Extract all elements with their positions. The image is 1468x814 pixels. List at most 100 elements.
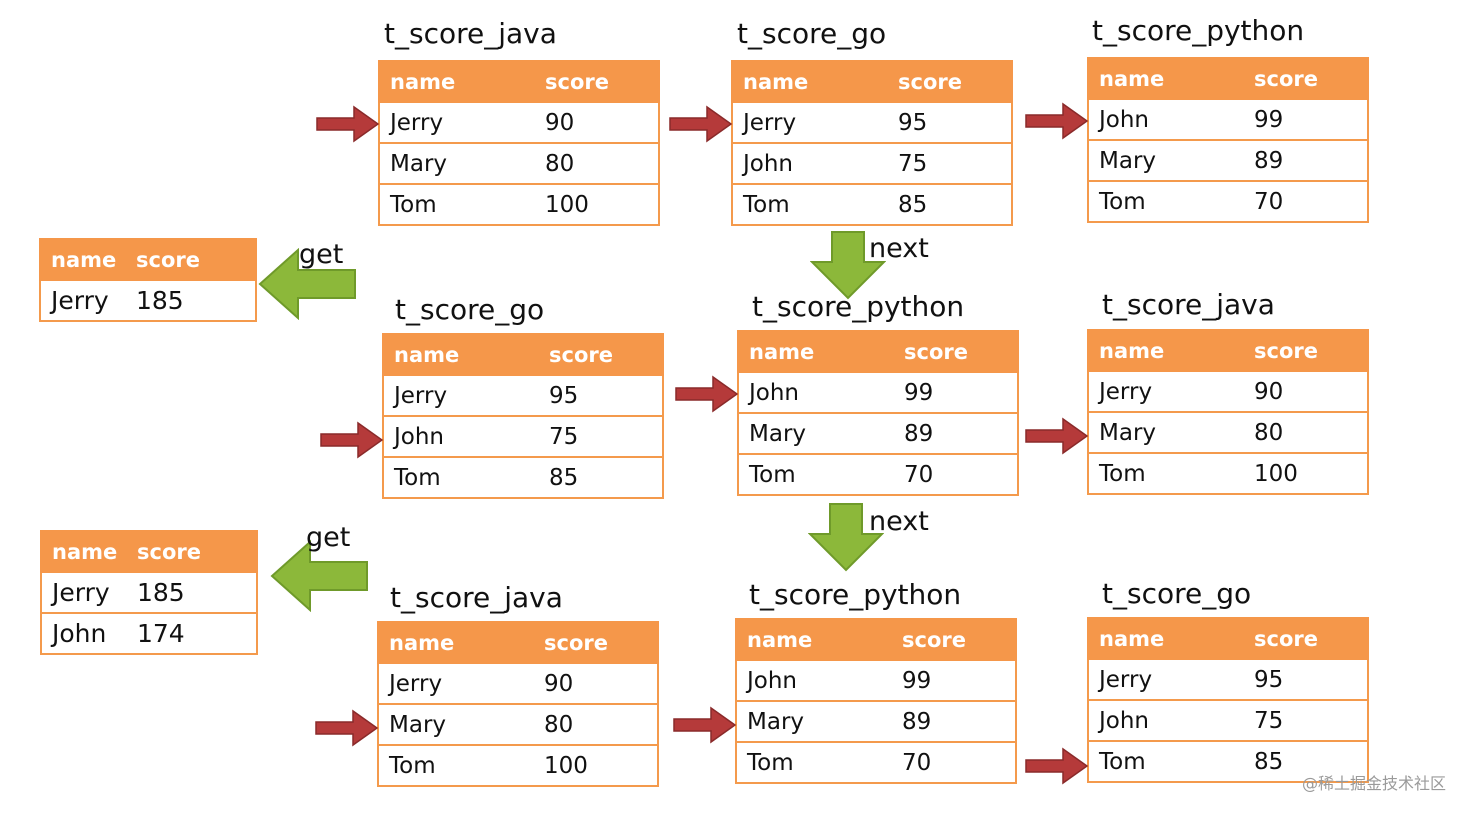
cell-name: Mary <box>378 142 535 185</box>
header-score: score <box>1244 329 1369 372</box>
cell-score: 75 <box>1244 699 1369 742</box>
next-label: next <box>869 506 929 537</box>
table-row: Tom 100 <box>1087 452 1369 495</box>
score-table: name score Jerry 95 John 75 Tom 85 <box>1087 617 1369 783</box>
cell-score: 75 <box>888 142 1013 185</box>
table-row: Tom 100 <box>378 183 660 226</box>
table-row: John 99 <box>1087 98 1369 141</box>
get-arrow-icon <box>258 248 356 320</box>
table-row: Mary 80 <box>1087 411 1369 454</box>
cell-score: 70 <box>1244 180 1369 223</box>
cell-name: Tom <box>378 183 535 226</box>
cell-score: 75 <box>539 415 664 458</box>
table-row: Jerry 90 <box>377 662 659 705</box>
cell-name: Jerry <box>382 374 539 417</box>
score-table: name score Jerry 90 Mary 80 Tom 100 <box>378 60 660 226</box>
table-row: Tom 70 <box>735 741 1017 784</box>
cell-name: Mary <box>735 700 892 743</box>
cell-score: 95 <box>1244 658 1369 701</box>
table-row: John 174 <box>40 612 258 655</box>
cursor-arrow-icon <box>316 105 380 143</box>
cell-score: 185 <box>127 571 258 614</box>
cell-name: Mary <box>737 412 894 455</box>
cell-name: John <box>382 415 539 458</box>
cell-score: 70 <box>892 741 1017 784</box>
table-title: t_score_go <box>737 17 887 50</box>
table-row: Jerry 95 <box>1087 658 1369 701</box>
table-row: Tom 70 <box>737 453 1019 496</box>
table-row: Jerry 95 <box>731 101 1013 144</box>
cell-name: Mary <box>377 703 534 746</box>
header-name: name <box>1087 329 1244 372</box>
cell-name: Jerry <box>39 279 126 322</box>
header-name: name <box>378 60 535 103</box>
cell-score: 185 <box>126 279 257 322</box>
table-row: Jerry 90 <box>378 101 660 144</box>
cell-score: 100 <box>534 744 659 787</box>
cell-score: 80 <box>534 703 659 746</box>
header-name: name <box>737 330 894 373</box>
cell-score: 90 <box>535 101 660 144</box>
header-score: score <box>539 333 664 376</box>
cell-name: Tom <box>1087 740 1244 783</box>
cell-name: Tom <box>382 456 539 499</box>
score-table: name score John 99 Mary 89 Tom 70 <box>1087 57 1369 223</box>
header-score: score <box>1244 617 1369 660</box>
cursor-arrow-icon <box>315 709 379 747</box>
cell-name: Tom <box>1087 180 1244 223</box>
header-name: name <box>731 60 888 103</box>
cell-score: 89 <box>892 700 1017 743</box>
cell-score: 100 <box>535 183 660 226</box>
table-row: Jerry 185 <box>39 279 257 322</box>
cell-name: John <box>737 371 894 414</box>
cell-name: Tom <box>731 183 888 226</box>
table-row: Tom 85 <box>1087 740 1369 783</box>
cell-name: John <box>1087 98 1244 141</box>
score-table: name score John 99 Mary 89 Tom 70 <box>735 618 1017 784</box>
table-title: t_score_java <box>390 581 563 614</box>
header-score: score <box>892 618 1017 661</box>
header-name: name <box>1087 617 1244 660</box>
table-row: Tom 70 <box>1087 180 1369 223</box>
table-title: t_score_go <box>395 293 545 326</box>
cursor-arrow-icon <box>675 375 739 413</box>
cell-score: 80 <box>535 142 660 185</box>
cell-score: 100 <box>1244 452 1369 495</box>
cell-score: 174 <box>127 612 258 655</box>
table-row: Mary 89 <box>735 700 1017 743</box>
table-row: John 99 <box>735 659 1017 702</box>
score-table: name score Jerry 90 Mary 80 Tom 100 <box>377 621 659 787</box>
table-title: t_score_java <box>384 17 557 50</box>
table-row: John 75 <box>382 415 664 458</box>
cursor-arrow-icon <box>669 105 733 143</box>
cell-score: 85 <box>1244 740 1369 783</box>
table-row: Mary 89 <box>1087 139 1369 182</box>
cell-name: John <box>40 612 127 655</box>
next-label: next <box>869 233 929 264</box>
cell-score: 85 <box>888 183 1013 226</box>
cursor-arrow-icon <box>320 421 384 459</box>
cell-name: Jerry <box>377 662 534 705</box>
score-table: name score John 99 Mary 89 Tom 70 <box>737 330 1019 496</box>
header-score: score <box>894 330 1019 373</box>
get-arrow-icon <box>270 540 368 612</box>
result-table: name score Jerry 185 <box>39 238 257 322</box>
table-row: John 75 <box>731 142 1013 185</box>
table-row: John 99 <box>737 371 1019 414</box>
header-score: score <box>1244 57 1369 100</box>
cell-score: 89 <box>1244 139 1369 182</box>
cell-score: 90 <box>534 662 659 705</box>
get-label: get <box>299 239 344 270</box>
cursor-arrow-icon <box>1025 417 1089 455</box>
cell-name: John <box>1087 699 1244 742</box>
cell-score: 89 <box>894 412 1019 455</box>
result-table: name score Jerry 185 John 174 <box>40 530 258 655</box>
header-name: name <box>40 530 127 573</box>
cursor-arrow-icon <box>673 706 737 744</box>
table-row: Jerry 185 <box>40 571 258 614</box>
cell-name: Mary <box>1087 139 1244 182</box>
table-title: t_score_python <box>752 290 965 323</box>
cell-name: Jerry <box>1087 658 1244 701</box>
cell-score: 90 <box>1244 370 1369 413</box>
table-row: Tom 85 <box>382 456 664 499</box>
